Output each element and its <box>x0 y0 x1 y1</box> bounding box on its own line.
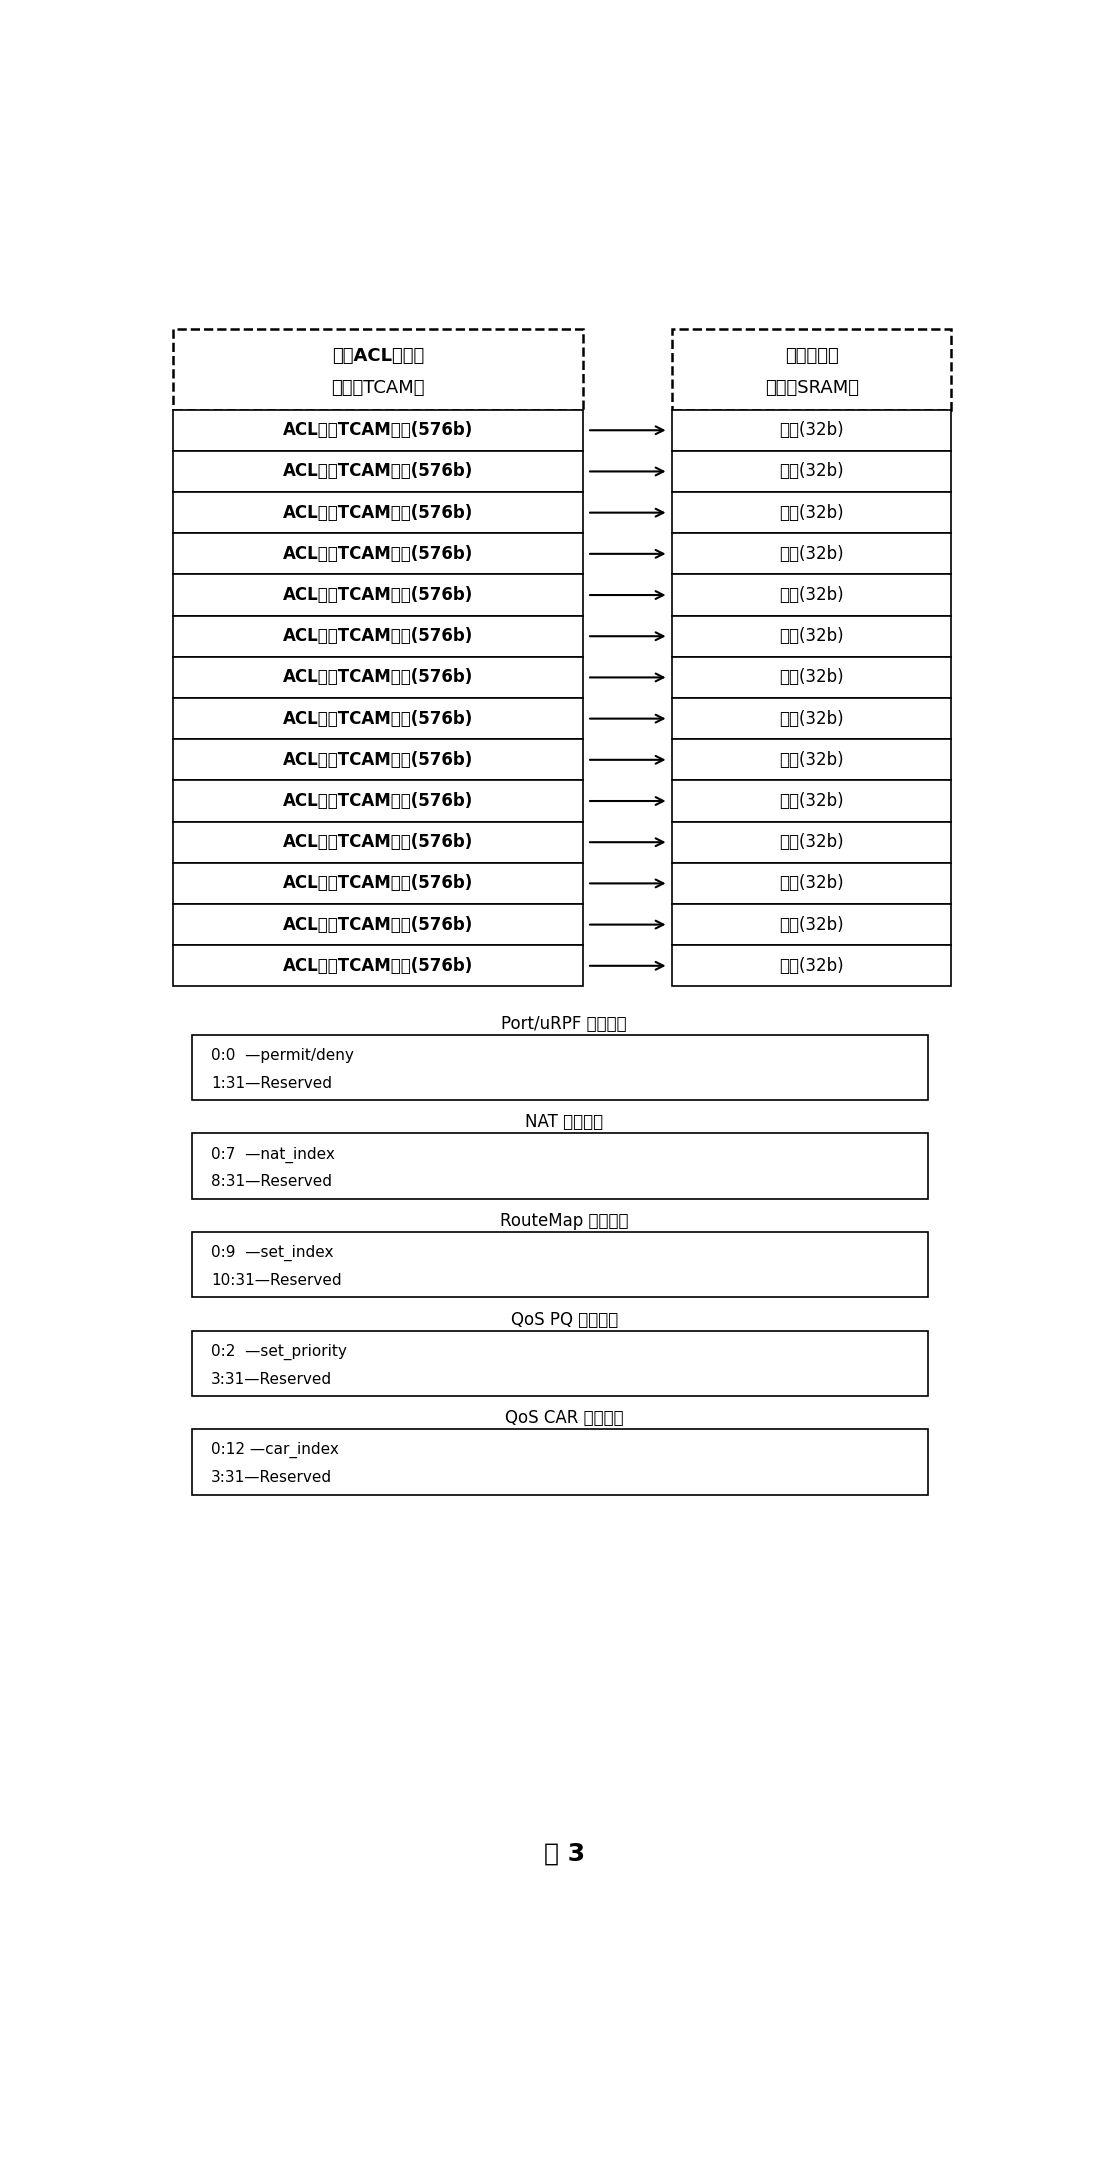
Bar <box>173 534 584 575</box>
Text: 图 3: 图 3 <box>544 1841 585 1865</box>
Text: QoS PQ 动作格式: QoS PQ 动作格式 <box>511 1310 618 1330</box>
Bar <box>192 1429 928 1494</box>
Text: ACL规则TCAM条目(576b): ACL规则TCAM条目(576b) <box>283 627 473 644</box>
Text: 动作(32b): 动作(32b) <box>780 503 844 523</box>
Bar <box>173 740 584 781</box>
Bar <box>673 616 951 657</box>
Text: （位于SRAM）: （位于SRAM） <box>765 380 859 397</box>
Text: 8:31—Reserved: 8:31—Reserved <box>211 1173 333 1189</box>
Bar <box>173 451 584 492</box>
Text: ACL规则TCAM条目(576b): ACL规则TCAM条目(576b) <box>283 792 473 809</box>
Text: ACL规则TCAM条目(576b): ACL规则TCAM条目(576b) <box>283 462 473 482</box>
Text: 3:31—Reserved: 3:31—Reserved <box>211 1371 333 1386</box>
Bar <box>673 492 951 534</box>
Bar <box>673 740 951 781</box>
Text: 动作(32b): 动作(32b) <box>780 462 844 482</box>
Bar <box>673 534 951 575</box>
Bar <box>173 575 584 616</box>
Text: 动作(32b): 动作(32b) <box>780 709 844 727</box>
Text: 0:9  —set_index: 0:9 —set_index <box>211 1245 334 1260</box>
Text: ACL规则TCAM条目(576b): ACL规则TCAM条目(576b) <box>283 668 473 685</box>
Bar <box>673 822 951 863</box>
Bar <box>673 781 951 822</box>
Text: 统一ACL策略表: 统一ACL策略表 <box>331 347 424 364</box>
Bar <box>173 698 584 740</box>
Text: 统一动作表: 统一动作表 <box>785 347 839 364</box>
Bar <box>173 822 584 863</box>
Text: 动作(32b): 动作(32b) <box>780 586 844 603</box>
Bar <box>673 410 951 451</box>
Bar <box>673 863 951 904</box>
Bar <box>173 657 584 698</box>
Bar <box>173 410 584 451</box>
Bar <box>673 698 951 740</box>
Text: 动作(32b): 动作(32b) <box>780 668 844 685</box>
Text: 动作(32b): 动作(32b) <box>780 792 844 809</box>
Text: 动作(32b): 动作(32b) <box>780 627 844 644</box>
Text: 1:31—Reserved: 1:31—Reserved <box>211 1076 333 1091</box>
Bar <box>173 330 584 410</box>
Bar <box>673 451 951 492</box>
Bar <box>192 1035 928 1100</box>
Bar <box>673 946 951 987</box>
Text: ACL规则TCAM条目(576b): ACL规则TCAM条目(576b) <box>283 544 473 562</box>
Bar <box>673 330 951 410</box>
Text: 动作(32b): 动作(32b) <box>780 421 844 440</box>
Text: 0:12 —car_index: 0:12 —car_index <box>211 1442 339 1458</box>
Bar <box>173 904 584 946</box>
Bar <box>673 575 951 616</box>
Bar <box>173 946 584 987</box>
Bar <box>173 781 584 822</box>
Text: 3:31—Reserved: 3:31—Reserved <box>211 1471 333 1486</box>
Text: 0:2  —set_priority: 0:2 —set_priority <box>211 1343 347 1360</box>
Text: ACL规则TCAM条目(576b): ACL规则TCAM条目(576b) <box>283 586 473 603</box>
Text: ACL规则TCAM条目(576b): ACL规则TCAM条目(576b) <box>283 874 473 891</box>
Text: 动作(32b): 动作(32b) <box>780 833 844 850</box>
Text: ACL规则TCAM条目(576b): ACL规则TCAM条目(576b) <box>283 833 473 850</box>
Text: QoS CAR 动作格式: QoS CAR 动作格式 <box>505 1410 623 1427</box>
Text: ACL规则TCAM条目(576b): ACL规则TCAM条目(576b) <box>283 750 473 768</box>
Text: 动作(32b): 动作(32b) <box>780 874 844 891</box>
Text: 动作(32b): 动作(32b) <box>780 750 844 768</box>
Bar <box>192 1232 928 1297</box>
Text: ACL规则TCAM条目(576b): ACL规则TCAM条目(576b) <box>283 709 473 727</box>
Text: ACL规则TCAM条目(576b): ACL规则TCAM条目(576b) <box>283 957 473 974</box>
Text: NAT 动作格式: NAT 动作格式 <box>525 1113 603 1132</box>
Bar <box>173 492 584 534</box>
Text: 0:0  —permit/deny: 0:0 —permit/deny <box>211 1048 355 1063</box>
Text: 10:31—Reserved: 10:31—Reserved <box>211 1273 342 1288</box>
Text: RouteMap 动作格式: RouteMap 动作格式 <box>500 1212 629 1230</box>
Text: 动作(32b): 动作(32b) <box>780 544 844 562</box>
Bar <box>673 904 951 946</box>
Text: 动作(32b): 动作(32b) <box>780 915 844 933</box>
Bar <box>173 863 584 904</box>
Bar <box>173 616 584 657</box>
Bar <box>192 1134 928 1199</box>
Text: 动作(32b): 动作(32b) <box>780 957 844 974</box>
Text: （位于TCAM）: （位于TCAM） <box>331 380 425 397</box>
Text: ACL规则TCAM条目(576b): ACL规则TCAM条目(576b) <box>283 915 473 933</box>
Text: ACL规则TCAM条目(576b): ACL规则TCAM条目(576b) <box>283 503 473 523</box>
Bar <box>192 1330 928 1397</box>
Bar <box>673 657 951 698</box>
Text: ACL规则TCAM条目(576b): ACL规则TCAM条目(576b) <box>283 421 473 440</box>
Text: 0:7  —nat_index: 0:7 —nat_index <box>211 1145 335 1163</box>
Text: Port/uRPF 动作格式: Port/uRPF 动作格式 <box>501 1015 628 1032</box>
